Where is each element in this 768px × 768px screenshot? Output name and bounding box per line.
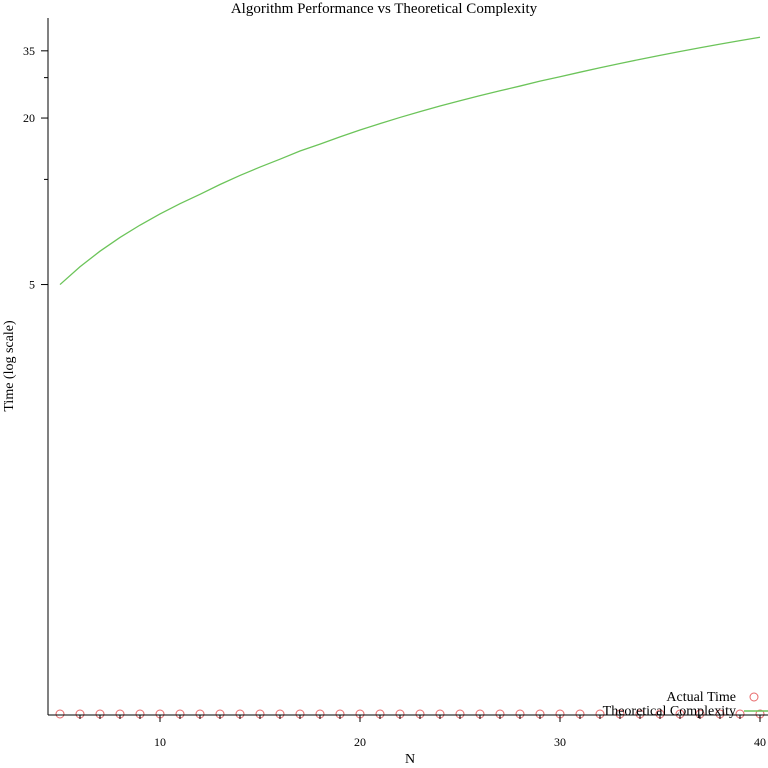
legend-label-actual-time: Actual Time (666, 690, 736, 705)
legend-label-theoretical-complexity: Theoretical Complexity (603, 704, 736, 719)
actual-time-point (55, 709, 65, 719)
x-tick-label: 40 (754, 735, 766, 749)
legend: Actual Time Theoretical Complexity (603, 690, 768, 719)
axes: 10 20 30 40 5 20 35 (23, 44, 766, 749)
theoretical-complexity-line (59, 36, 761, 286)
x-tick-label: 30 (554, 735, 566, 749)
x-tick-label: 20 (354, 735, 366, 749)
chart-title: Algorithm Performance vs Theoretical Com… (231, 1, 538, 17)
y-tick-label: 35 (23, 44, 35, 58)
x-axis-title: N (405, 752, 415, 767)
y-tick-label: 20 (23, 111, 35, 125)
plot-area (55, 36, 765, 719)
y-axis-title: Time (log scale) (2, 320, 17, 412)
legend-marker-actual-time (749, 692, 759, 702)
y-tick-label: 5 (29, 278, 35, 292)
x-tick-label: 10 (154, 735, 166, 749)
